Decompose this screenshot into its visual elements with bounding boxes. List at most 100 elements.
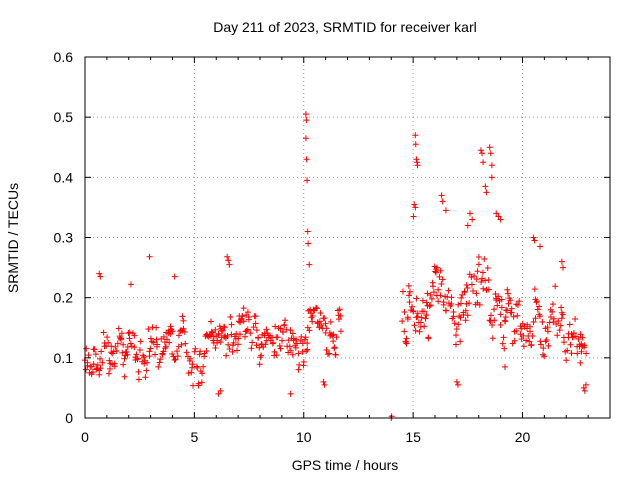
data-point: [453, 326, 460, 333]
data-point: [453, 341, 460, 348]
data-point: [258, 352, 265, 359]
data-point: [336, 316, 343, 323]
data-point: [529, 333, 536, 340]
data-point: [277, 325, 284, 332]
data-point: [414, 162, 421, 169]
data-point: [488, 174, 495, 181]
data-point: [416, 328, 423, 335]
data-point: [409, 303, 416, 310]
data-point: [540, 345, 547, 352]
data-point: [162, 345, 169, 352]
data-point: [219, 327, 226, 334]
x-tick-labels: 0 5 10 15 20: [81, 429, 530, 445]
data-point: [97, 365, 104, 372]
data-point: [180, 317, 187, 324]
data-point: [203, 347, 210, 354]
data-point: [137, 338, 144, 345]
data-point: [103, 343, 110, 350]
data-point: [302, 135, 309, 142]
data-point: [157, 356, 164, 363]
data-point: [410, 308, 417, 315]
data-point: [487, 150, 494, 157]
data-point: [466, 300, 473, 307]
data-point: [292, 344, 299, 351]
data-point: [505, 290, 512, 297]
data-point: [167, 323, 174, 330]
data-point: [423, 312, 430, 319]
data-point: [279, 328, 286, 335]
data-point: [438, 281, 445, 288]
data-point: [463, 300, 470, 307]
data-point: [575, 335, 582, 342]
data-point: [499, 340, 506, 347]
data-point: [500, 334, 507, 341]
data-point: [531, 237, 538, 244]
data-point: [172, 356, 179, 363]
data-point: [413, 156, 420, 163]
data-point: [182, 340, 189, 347]
data-point: [108, 343, 115, 350]
data-point: [146, 348, 153, 355]
data-point: [553, 321, 560, 328]
x-tick-label: 15: [405, 429, 421, 445]
data-points: [81, 111, 590, 421]
data-point: [243, 327, 250, 334]
data-point: [330, 338, 337, 345]
data-point: [98, 348, 105, 355]
data-point: [549, 308, 556, 315]
data-point: [179, 313, 186, 320]
data-point: [239, 312, 246, 319]
data-point: [120, 361, 127, 368]
y-tick-label: 0.5: [54, 109, 74, 125]
data-point: [83, 345, 90, 352]
data-point: [405, 282, 412, 289]
data-point: [412, 204, 419, 211]
data-point: [469, 216, 476, 223]
data-point: [155, 363, 162, 370]
data-point: [501, 317, 508, 324]
data-point: [567, 341, 574, 348]
data-point: [90, 361, 97, 368]
data-point: [536, 303, 543, 310]
data-point: [115, 325, 122, 332]
data-point: [537, 243, 543, 250]
data-point: [82, 366, 89, 373]
data-point: [192, 345, 199, 352]
data-point: [274, 334, 281, 341]
data-point: [293, 340, 300, 347]
data-point: [229, 348, 236, 355]
data-point: [430, 289, 437, 296]
data-point: [549, 301, 556, 308]
data-point: [316, 318, 323, 325]
data-point: [537, 341, 544, 348]
data-point: [478, 279, 485, 286]
data-point: [480, 159, 487, 166]
data-point: [442, 307, 449, 314]
data-point: [520, 343, 527, 350]
data-point: [497, 216, 504, 223]
data-point: [302, 334, 309, 341]
data-point: [126, 329, 133, 336]
data-point: [451, 320, 458, 327]
data-point: [502, 363, 508, 370]
data-point: [577, 331, 584, 338]
data-point: [403, 340, 410, 347]
data-point: [480, 285, 487, 292]
data-point: [96, 270, 103, 277]
data-point: [124, 344, 131, 351]
data-point: [223, 352, 230, 359]
axis-ticks: [84, 56, 610, 419]
data-point: [526, 338, 533, 345]
data-point: [136, 347, 143, 354]
data-point: [100, 329, 107, 336]
data-point: [217, 339, 224, 346]
data-point: [406, 292, 413, 299]
data-point: [300, 362, 307, 369]
data-point: [476, 301, 483, 308]
data-point: [195, 380, 202, 387]
data-point: [104, 334, 111, 341]
data-point: [457, 338, 464, 345]
data-point: [531, 286, 538, 293]
data-point: [494, 302, 501, 309]
